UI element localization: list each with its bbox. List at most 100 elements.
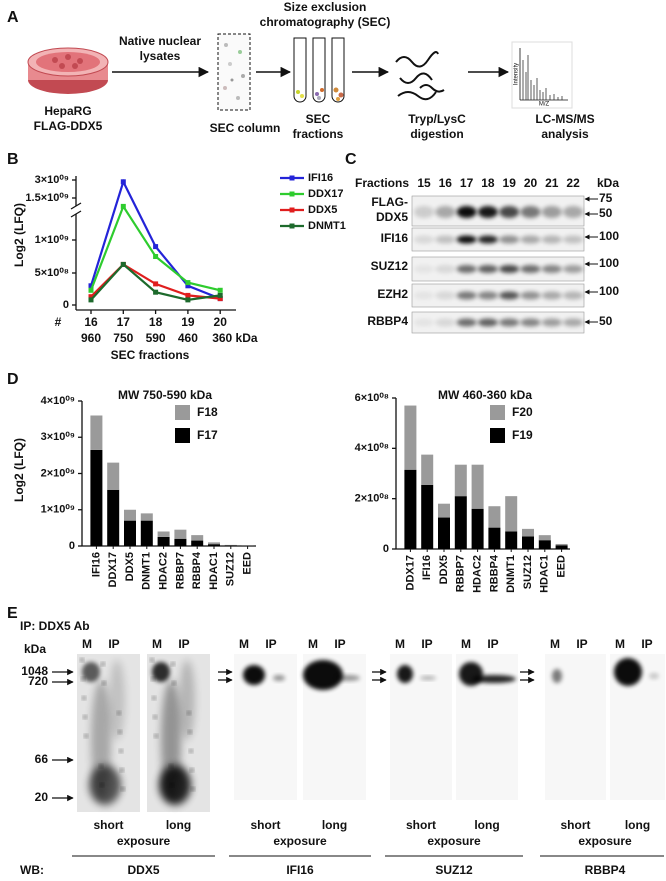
x-tick-label: HDAC1 (208, 552, 220, 590)
lane-label: M (152, 637, 162, 651)
legend-swatch (289, 223, 295, 229)
data-point (120, 261, 126, 267)
x-tick-label: HDAC2 (472, 555, 484, 593)
blot-band (435, 235, 456, 244)
y-tick-label: 2×10⁰⁸ (355, 493, 389, 505)
bar-segment (454, 496, 467, 549)
blot-signal (187, 711, 191, 715)
blot-band (435, 291, 456, 300)
blot-signal (102, 681, 106, 685)
legend-label: IFI16 (308, 172, 333, 184)
y-tick-label: 0 (63, 299, 69, 311)
x-row-label: # (55, 315, 62, 329)
bar-segment (90, 449, 103, 546)
x-tick-label: IFI16 (421, 555, 433, 580)
y-tick-label: 1×10⁰⁹ (35, 234, 69, 246)
y-tick-label: 6×10⁰⁸ (355, 392, 389, 404)
workflow-drawing (27, 33, 573, 111)
step-title: Size exclusion chromatography (SEC) (260, 0, 391, 29)
lane-label: 21 (545, 176, 559, 190)
lane-label: M (550, 637, 560, 651)
exposure-label: short (94, 818, 124, 832)
bar-segment (107, 462, 120, 490)
blot-band (477, 206, 498, 218)
x-tick-label: RBBP7 (455, 555, 467, 592)
blot-signal (117, 711, 121, 715)
blot-band (563, 235, 584, 244)
bar-segment (471, 508, 484, 549)
legend-label: F18 (197, 405, 218, 419)
bar-segment (538, 540, 551, 549)
step-label: Native nuclear lysates (119, 34, 201, 63)
lane-label: 20 (524, 176, 538, 190)
blot-signal (84, 734, 88, 738)
blot-signal (472, 675, 516, 683)
step-label: SEC fractions (293, 112, 344, 141)
blot-signal (154, 734, 158, 738)
data-point (185, 280, 191, 286)
blot-band (414, 265, 434, 273)
blot-band (520, 318, 541, 327)
lane-label: IP (641, 637, 652, 651)
blot-signal (82, 662, 100, 682)
blot-band (520, 206, 541, 218)
wb-label: RBBP4 (585, 863, 626, 877)
marker-label: 720 (28, 674, 48, 688)
exposure-label: short (251, 818, 281, 832)
blot-band (456, 235, 477, 244)
row-label: SUZ12 (371, 259, 409, 273)
legend-swatch (289, 191, 295, 197)
wb-label: WB: (20, 863, 44, 877)
blot-band (477, 265, 498, 273)
blot-band (435, 318, 456, 327)
lane-label: 16 (439, 176, 453, 190)
marker-label: 75 (599, 191, 613, 205)
bar-segment (107, 489, 120, 546)
x-tick-label: SUZ12 (225, 552, 237, 586)
legend-swatch (490, 405, 505, 420)
x-size-label: 460 (178, 331, 198, 345)
data-point (153, 281, 159, 287)
lane-label: 22 (566, 176, 580, 190)
exposure-label: exposure (427, 834, 481, 848)
blot-signal (243, 665, 265, 685)
blot-signal (99, 764, 103, 768)
marker-label: 1048 (21, 664, 48, 678)
data-point (185, 283, 191, 289)
data-point (88, 297, 94, 303)
blot-band (520, 291, 541, 300)
blot-signal (120, 768, 124, 772)
x-tick-label: DDX5 (438, 555, 450, 584)
blot-signal (83, 715, 87, 719)
legend-label: DDX17 (308, 188, 343, 200)
blot-signal (420, 676, 436, 680)
x-tick-label: 17 (117, 315, 131, 329)
legend-swatch (490, 428, 505, 443)
data-point (217, 287, 223, 293)
blot-signal (89, 765, 121, 805)
blot-band (477, 318, 498, 327)
lane-label: IP (487, 637, 498, 651)
step-label: SEC column (210, 121, 281, 135)
blot-signal (273, 675, 285, 681)
data-point (153, 254, 159, 259)
x-tick-label: EED (556, 555, 568, 578)
blot-signal (152, 696, 156, 700)
y-tick-label: 3×10⁰⁹ (41, 431, 75, 443)
wb-label: IFI16 (286, 863, 314, 877)
y-tick-label: 1×10⁰⁹ (41, 504, 75, 516)
x-tick-label: 16 (84, 315, 98, 329)
x-tick-label: 20 (214, 315, 228, 329)
blot-header: Fractions (355, 176, 409, 190)
unit-label: kDa (24, 642, 46, 656)
chart-title: MW 750-590 kDa (118, 388, 212, 402)
blot-signal (397, 665, 413, 683)
y-tick-label: 2×10⁰⁹ (41, 467, 75, 479)
data-point (88, 283, 94, 289)
marker-label: 20 (35, 790, 49, 804)
bar-segment (421, 484, 434, 549)
blot-signal (614, 658, 642, 686)
exposure-label: long (322, 818, 347, 832)
exposure-label: exposure (273, 834, 327, 848)
x-axis-label: SEC fractions (111, 348, 190, 362)
